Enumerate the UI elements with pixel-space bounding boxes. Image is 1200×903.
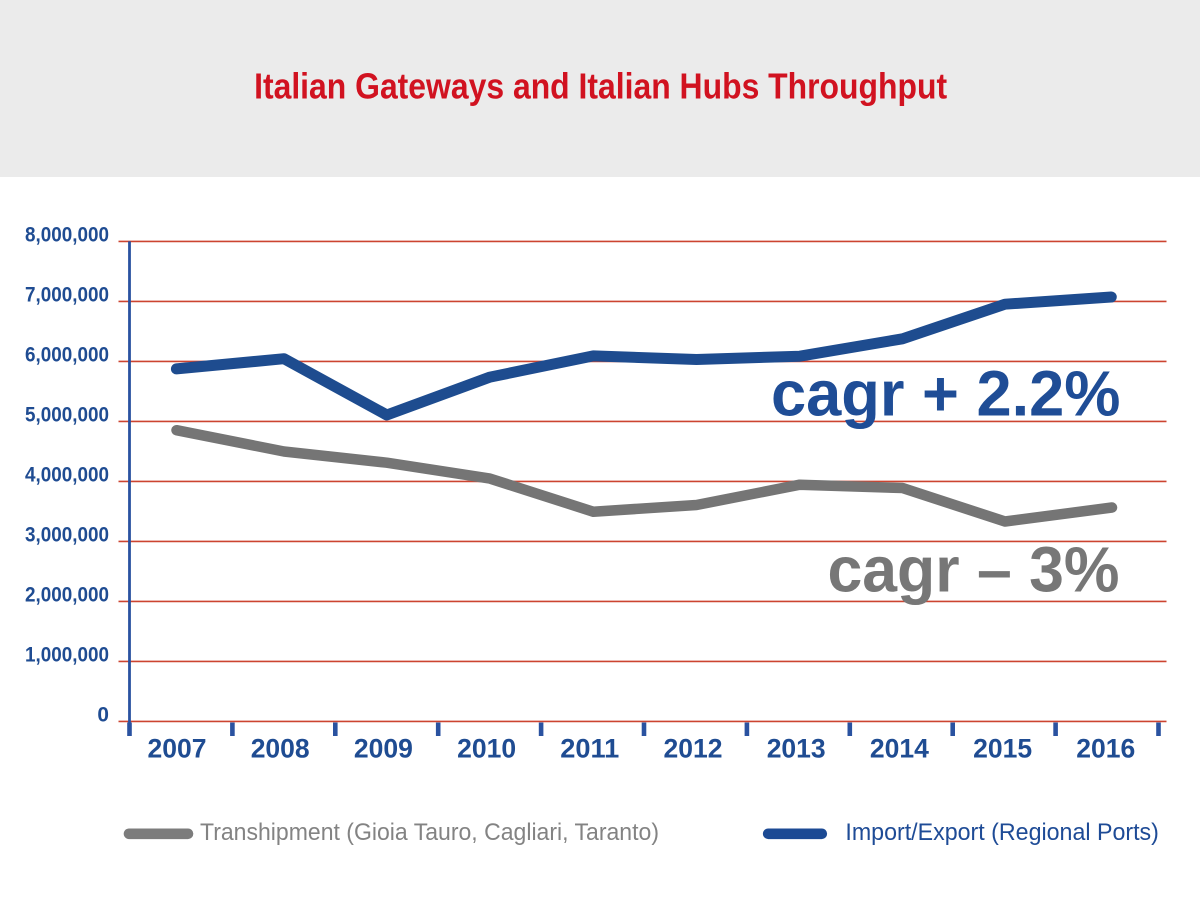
svg-text:2008: 2008 [251,734,310,764]
svg-text:Italian Gateways and Italian H: Italian Gateways and Italian Hubs Throug… [254,66,947,107]
svg-text:2010: 2010 [457,734,516,764]
svg-text:2007: 2007 [148,734,207,764]
svg-text:cagr – 3%: cagr – 3% [828,534,1120,606]
svg-text:cagr + 2.2%: cagr + 2.2% [771,357,1121,429]
svg-text:2016: 2016 [1076,734,1135,764]
svg-text:0: 0 [97,703,109,726]
svg-text:2,000,000: 2,000,000 [25,583,109,606]
svg-text:2014: 2014 [870,734,929,764]
svg-text:2013: 2013 [767,734,826,764]
svg-text:Import/Export (Regional Ports): Import/Export (Regional Ports) [845,819,1159,846]
svg-text:Transhipment (Gioia Tauro, Cag: Transhipment (Gioia Tauro, Cagliari, Tar… [200,819,659,846]
svg-text:2012: 2012 [664,734,723,764]
svg-text:1,000,000: 1,000,000 [25,643,109,666]
svg-text:5,000,000: 5,000,000 [25,403,109,426]
svg-text:6,000,000: 6,000,000 [25,343,109,366]
svg-text:4,000,000: 4,000,000 [25,463,109,486]
svg-text:7,000,000: 7,000,000 [25,283,109,306]
svg-text:2015: 2015 [973,734,1032,764]
svg-text:8,000,000: 8,000,000 [25,223,109,246]
svg-text:3,000,000: 3,000,000 [25,523,109,546]
svg-text:2009: 2009 [354,734,413,764]
svg-text:2011: 2011 [560,734,619,764]
